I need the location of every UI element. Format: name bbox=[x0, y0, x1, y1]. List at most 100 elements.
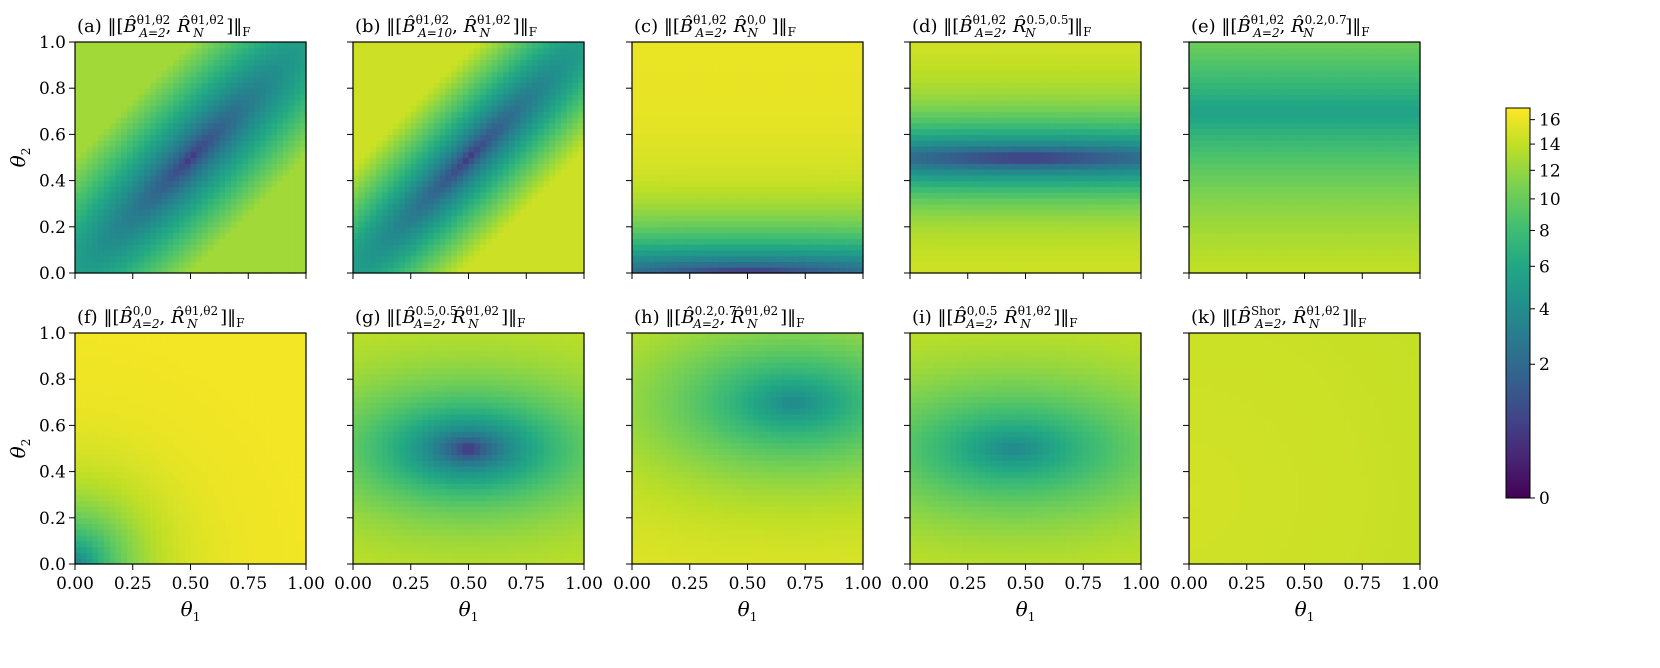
heatmap-cell bbox=[497, 53, 504, 60]
heatmap-cell bbox=[468, 232, 475, 239]
heatmap-cell bbox=[225, 186, 232, 193]
heatmap-cell bbox=[387, 163, 395, 170]
heatmap-cell bbox=[718, 88, 726, 95]
heatmap-cell bbox=[770, 151, 777, 159]
heatmap-cell bbox=[416, 192, 423, 199]
heatmap-cell bbox=[753, 232, 760, 239]
panel-a: 0.00.20.40.60.81.0θ2(a) ‖[B̂θ1,θ2 A=2, R̂… bbox=[6, 13, 307, 284]
heatmap-cell bbox=[167, 122, 174, 130]
heatmap-cell bbox=[497, 65, 504, 72]
heatmap-cell bbox=[787, 157, 795, 164]
heatmap-cell bbox=[282, 140, 290, 147]
heatmap-cell bbox=[190, 157, 197, 164]
heatmap-cell bbox=[86, 93, 93, 101]
heatmap-cell bbox=[793, 163, 801, 170]
heatmap-cell bbox=[109, 70, 117, 78]
heatmap-cell bbox=[822, 261, 829, 268]
heatmap-cell bbox=[770, 122, 777, 130]
heatmap-cell bbox=[782, 221, 789, 228]
heatmap-cell bbox=[695, 88, 702, 95]
heatmap-cell bbox=[202, 76, 209, 84]
heatmap-cell bbox=[572, 128, 579, 136]
heatmap-cell bbox=[632, 215, 639, 222]
heatmap-cell bbox=[92, 157, 99, 164]
heatmap-cell bbox=[839, 145, 847, 153]
heatmap-cell bbox=[839, 197, 847, 205]
heatmap-cell bbox=[132, 105, 140, 112]
heatmap-cell bbox=[560, 192, 568, 199]
heatmap-cell bbox=[655, 163, 662, 170]
heatmap-cell bbox=[787, 70, 795, 78]
heatmap-cell bbox=[543, 151, 550, 159]
heatmap-cell bbox=[271, 192, 278, 199]
heatmap-cell bbox=[288, 226, 296, 234]
heatmap-cell bbox=[805, 82, 812, 89]
heatmap-cell bbox=[816, 111, 824, 118]
heatmap-cell bbox=[689, 197, 697, 205]
heatmap-cell bbox=[927, 215, 934, 222]
heatmap-cell bbox=[532, 65, 539, 72]
heatmap-cell bbox=[92, 47, 99, 55]
heatmap-cell bbox=[439, 226, 447, 234]
heatmap-cell bbox=[735, 215, 743, 222]
heatmap-cell bbox=[921, 232, 928, 239]
heatmap-cell bbox=[741, 122, 749, 130]
heatmap-cell bbox=[485, 65, 493, 72]
heatmap-cell bbox=[138, 145, 145, 153]
heatmap-cell bbox=[828, 105, 835, 112]
heatmap-cell bbox=[514, 151, 522, 159]
heatmap-cell bbox=[537, 169, 545, 176]
heatmap-cell bbox=[643, 238, 650, 245]
heatmap-cell bbox=[532, 82, 539, 89]
heatmap-cell bbox=[927, 197, 934, 205]
heatmap-cell bbox=[132, 197, 140, 205]
heatmap-cell bbox=[202, 59, 209, 66]
heatmap-cell bbox=[770, 99, 777, 107]
heatmap-cell bbox=[497, 151, 504, 159]
heatmap-cell bbox=[404, 105, 412, 112]
heatmap-cell bbox=[701, 215, 708, 222]
heatmap-cell bbox=[678, 99, 685, 107]
heatmap-cell bbox=[184, 255, 192, 263]
heatmap-cell bbox=[254, 232, 261, 239]
heatmap-cell bbox=[776, 249, 783, 257]
heatmap-cell bbox=[759, 47, 766, 55]
heatmap-cell bbox=[724, 76, 731, 84]
heatmap-cell bbox=[196, 88, 203, 95]
heatmap-cell bbox=[799, 122, 806, 130]
heatmap-cell bbox=[439, 267, 447, 274]
heatmap-cell bbox=[86, 88, 93, 95]
heatmap-cell bbox=[643, 145, 650, 153]
heatmap-cell bbox=[259, 197, 267, 205]
heatmap-cell bbox=[678, 197, 685, 205]
heatmap-cell bbox=[921, 47, 928, 55]
heatmap-cell bbox=[543, 249, 550, 257]
heatmap-cell bbox=[213, 221, 220, 228]
heatmap-cell bbox=[474, 82, 481, 89]
heatmap-cell bbox=[921, 215, 928, 222]
heatmap-cell bbox=[456, 232, 464, 239]
heatmap-cell bbox=[632, 244, 639, 251]
heatmap-cell bbox=[265, 232, 272, 239]
heatmap-cell bbox=[910, 255, 917, 263]
heatmap-cell bbox=[399, 122, 406, 130]
heatmap-cell bbox=[666, 215, 674, 222]
heatmap-cell bbox=[497, 111, 504, 118]
heatmap-cell bbox=[451, 249, 458, 257]
heatmap-cell bbox=[927, 180, 934, 187]
heatmap-cell bbox=[433, 122, 441, 130]
heatmap-cell bbox=[161, 255, 169, 263]
heatmap-cell bbox=[707, 192, 714, 199]
heatmap-cell bbox=[537, 88, 545, 95]
heatmap-cell bbox=[660, 99, 668, 107]
heatmap-cell bbox=[724, 267, 731, 274]
heatmap-cell bbox=[399, 157, 406, 164]
heatmap-cell bbox=[701, 122, 708, 130]
heatmap-cell bbox=[514, 82, 522, 89]
heatmap-cell bbox=[526, 105, 533, 112]
heatmap-cell bbox=[277, 111, 284, 118]
heatmap-cell bbox=[219, 76, 226, 84]
heatmap-cell bbox=[707, 157, 714, 164]
heatmap-cell bbox=[196, 221, 203, 228]
heatmap-cell bbox=[537, 197, 545, 205]
